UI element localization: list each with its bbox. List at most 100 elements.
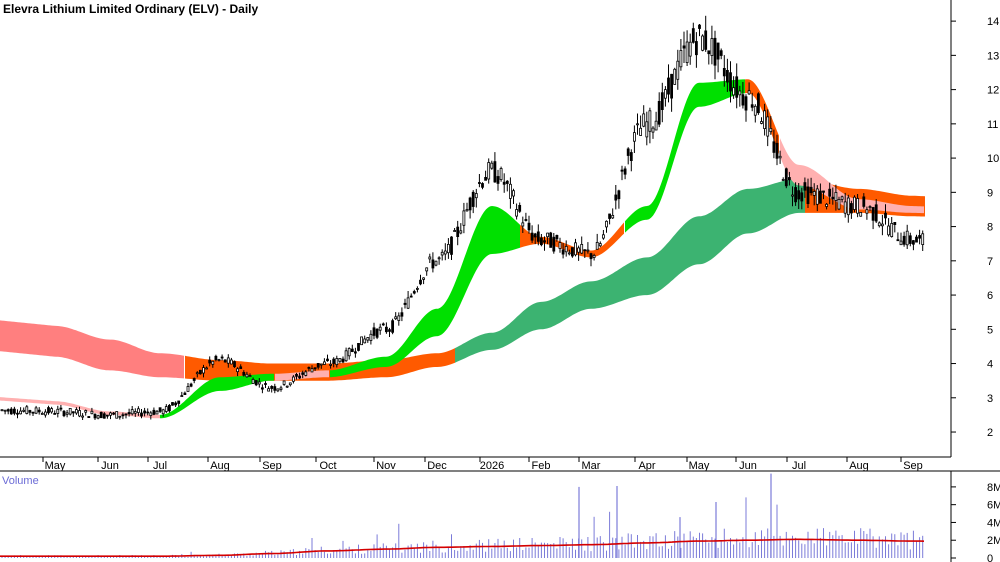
candle-body — [524, 219, 528, 221]
candle-body — [843, 201, 847, 214]
candle-body — [84, 410, 88, 413]
candle-body — [115, 411, 119, 419]
candle-body — [62, 410, 66, 417]
candle-body — [353, 351, 357, 354]
candle-body — [828, 188, 832, 197]
candle-body — [651, 127, 655, 133]
candle-body — [819, 190, 822, 204]
candle-body — [592, 254, 596, 258]
candle-body — [583, 249, 587, 252]
candle-body — [896, 239, 900, 242]
candle-body — [140, 412, 143, 417]
candle-body — [202, 367, 205, 374]
candle-body — [468, 197, 472, 211]
candle-body — [127, 412, 131, 415]
candle-body — [853, 196, 856, 210]
candle-body — [564, 245, 568, 253]
candle-body — [211, 360, 215, 365]
candle-body — [391, 320, 395, 333]
candle-body — [422, 277, 426, 280]
candle-body — [595, 241, 599, 250]
candle-body — [757, 93, 760, 114]
candle-body — [856, 198, 859, 214]
candle-body — [859, 211, 863, 217]
candle-body — [791, 194, 794, 197]
candle-body — [608, 213, 611, 219]
candle-body — [837, 198, 841, 210]
candle-body — [388, 329, 391, 332]
candle-body — [784, 168, 788, 187]
candle-body — [102, 413, 106, 419]
candle-body — [12, 408, 16, 414]
candle-body — [567, 252, 571, 255]
candle-body — [788, 177, 791, 181]
month-tick-group: May Jun Jul Aug Sep Oct Nov Dec 2026 Feb Mar Apr May… — [42, 457, 923, 472]
candle-body — [106, 414, 109, 417]
candle-body — [577, 247, 580, 253]
candle-body — [915, 236, 918, 243]
candle-body — [375, 328, 379, 338]
candle-body — [279, 387, 283, 390]
candle-body — [68, 407, 72, 415]
candle-body — [332, 358, 336, 364]
short-ribbon-pink-2 — [780, 138, 924, 214]
candle-body — [822, 190, 825, 193]
candle-body — [685, 41, 689, 64]
candle-body — [363, 338, 367, 344]
candle-body — [31, 411, 35, 414]
candle-body — [409, 295, 413, 298]
candle-body — [19, 410, 23, 415]
candle-body — [406, 297, 410, 309]
candle-body — [437, 257, 441, 260]
candle-body — [130, 409, 134, 415]
candle-body — [642, 113, 646, 127]
candle-body — [99, 411, 103, 419]
candle-body — [322, 361, 326, 365]
candle-body — [815, 188, 819, 205]
candle-body — [384, 326, 388, 333]
candle-body — [307, 366, 311, 369]
candle-body — [505, 180, 509, 184]
candle-body — [295, 373, 298, 377]
candle-body — [22, 409, 26, 412]
month-tick-label: Sep — [262, 460, 282, 472]
candle-body — [639, 127, 642, 136]
candle-body — [502, 181, 506, 185]
candle-body — [453, 230, 457, 232]
month-tick-label: Nov — [376, 460, 396, 472]
candle-body — [893, 221, 897, 225]
candle-body — [884, 212, 887, 219]
candle-body — [242, 371, 246, 376]
candle-body — [490, 162, 494, 169]
candle-body — [549, 232, 553, 248]
candle-body — [37, 409, 41, 413]
candle-body — [682, 45, 686, 49]
candle-body — [229, 359, 233, 365]
candle-body — [164, 406, 168, 412]
price-tick-label: 4 — [987, 359, 993, 371]
month-tick-label: Jul — [792, 460, 806, 472]
candle-body — [881, 223, 884, 227]
candle-body — [75, 409, 78, 414]
candle-body — [338, 358, 342, 362]
candle-body — [877, 222, 881, 227]
candle-body — [245, 373, 249, 378]
candle-body — [713, 37, 717, 66]
candle-body — [236, 368, 240, 372]
candle-body — [515, 209, 518, 217]
candle-body — [871, 207, 875, 221]
candle-body — [707, 50, 711, 55]
candle-body — [862, 196, 866, 207]
price-tick-label: 6 — [987, 290, 993, 302]
candle-body — [484, 176, 488, 181]
candle-body — [899, 240, 903, 246]
month-tick-label: May — [689, 460, 710, 472]
candle-body — [536, 231, 540, 242]
candle-body — [205, 367, 209, 370]
candle-body — [87, 416, 91, 419]
candle-body — [254, 380, 258, 386]
candle-body — [267, 388, 271, 392]
candle-body — [561, 249, 565, 255]
candle-body — [850, 203, 853, 214]
candle-body — [149, 412, 153, 416]
